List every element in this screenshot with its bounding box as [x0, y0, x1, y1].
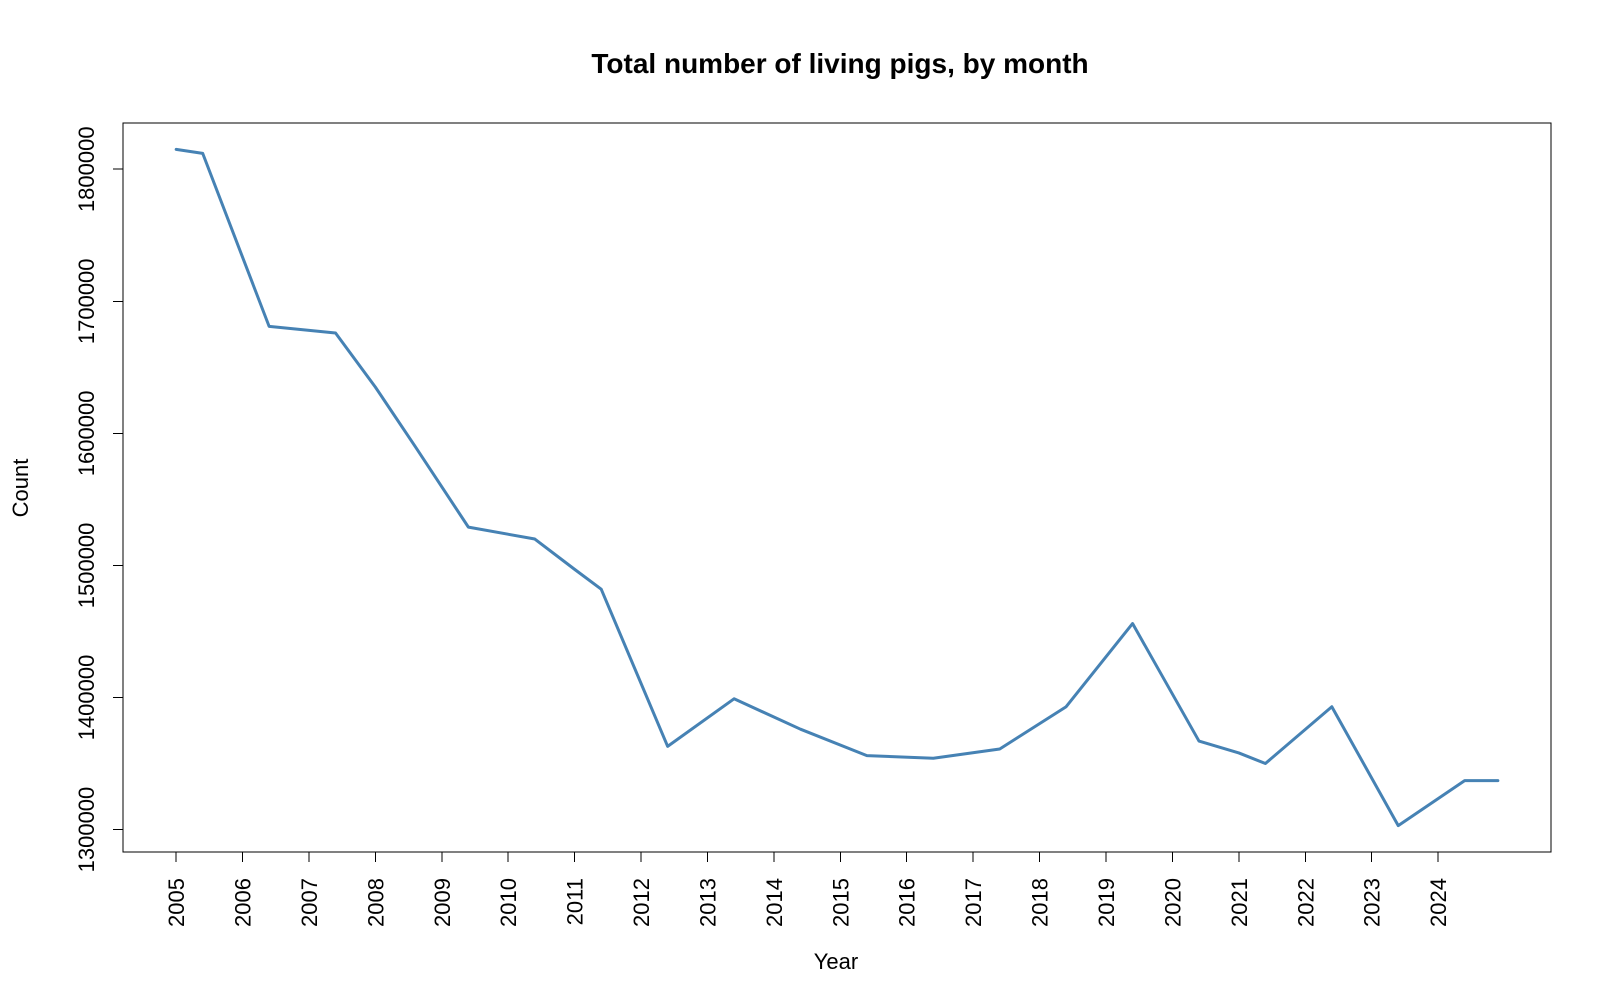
- y-tick-label: 1600000: [74, 391, 99, 477]
- series-line: [174, 147, 1500, 828]
- x-tick-label: 2018: [1028, 878, 1053, 927]
- x-tick-label: 2015: [828, 878, 853, 927]
- y-tick-label: 1500000: [74, 523, 99, 609]
- x-tick-label: 2010: [496, 878, 521, 927]
- y-tick-label: 1300000: [74, 787, 99, 873]
- x-tick-label: 2005: [164, 878, 189, 927]
- x-tick-label: 2019: [1094, 878, 1119, 927]
- y-axis: 1300000 1400000 1500000 1600000 1700000 18000…: [74, 126, 124, 873]
- y-tick-label: 1400000: [74, 655, 99, 741]
- x-tick-label: 2006: [231, 878, 256, 927]
- x-tick-label: 2013: [695, 878, 720, 927]
- x-tick-label: 2008: [363, 878, 388, 927]
- x-tick-label: 2024: [1426, 878, 1451, 927]
- x-axis: 2005 2006 2007 2008 2009 2010 2011 2012 2013 2014…: [164, 851, 1451, 927]
- x-tick-label: 2022: [1293, 878, 1318, 927]
- y-tick-label: 1800000: [74, 126, 99, 212]
- x-tick-label: 2007: [297, 878, 322, 927]
- x-tick-label: 2023: [1360, 878, 1385, 927]
- y-axis-title: Count: [8, 459, 33, 518]
- x-tick-label: 2021: [1227, 878, 1252, 927]
- y-tick-label: 1700000: [74, 258, 99, 344]
- x-tick-label: 2014: [762, 878, 787, 927]
- series-layer: [174, 147, 1500, 828]
- x-tick-label: 2009: [430, 878, 455, 927]
- chart-title: Total number of living pigs, by month: [591, 48, 1088, 79]
- x-tick-label: 2020: [1160, 878, 1185, 927]
- x-tick-label: 2011: [563, 878, 588, 925]
- x-axis-title: Year: [814, 949, 858, 974]
- x-tick-label: 2017: [961, 878, 986, 927]
- x-tick-label: 2012: [629, 878, 654, 927]
- x-tick-label: 2016: [895, 878, 920, 927]
